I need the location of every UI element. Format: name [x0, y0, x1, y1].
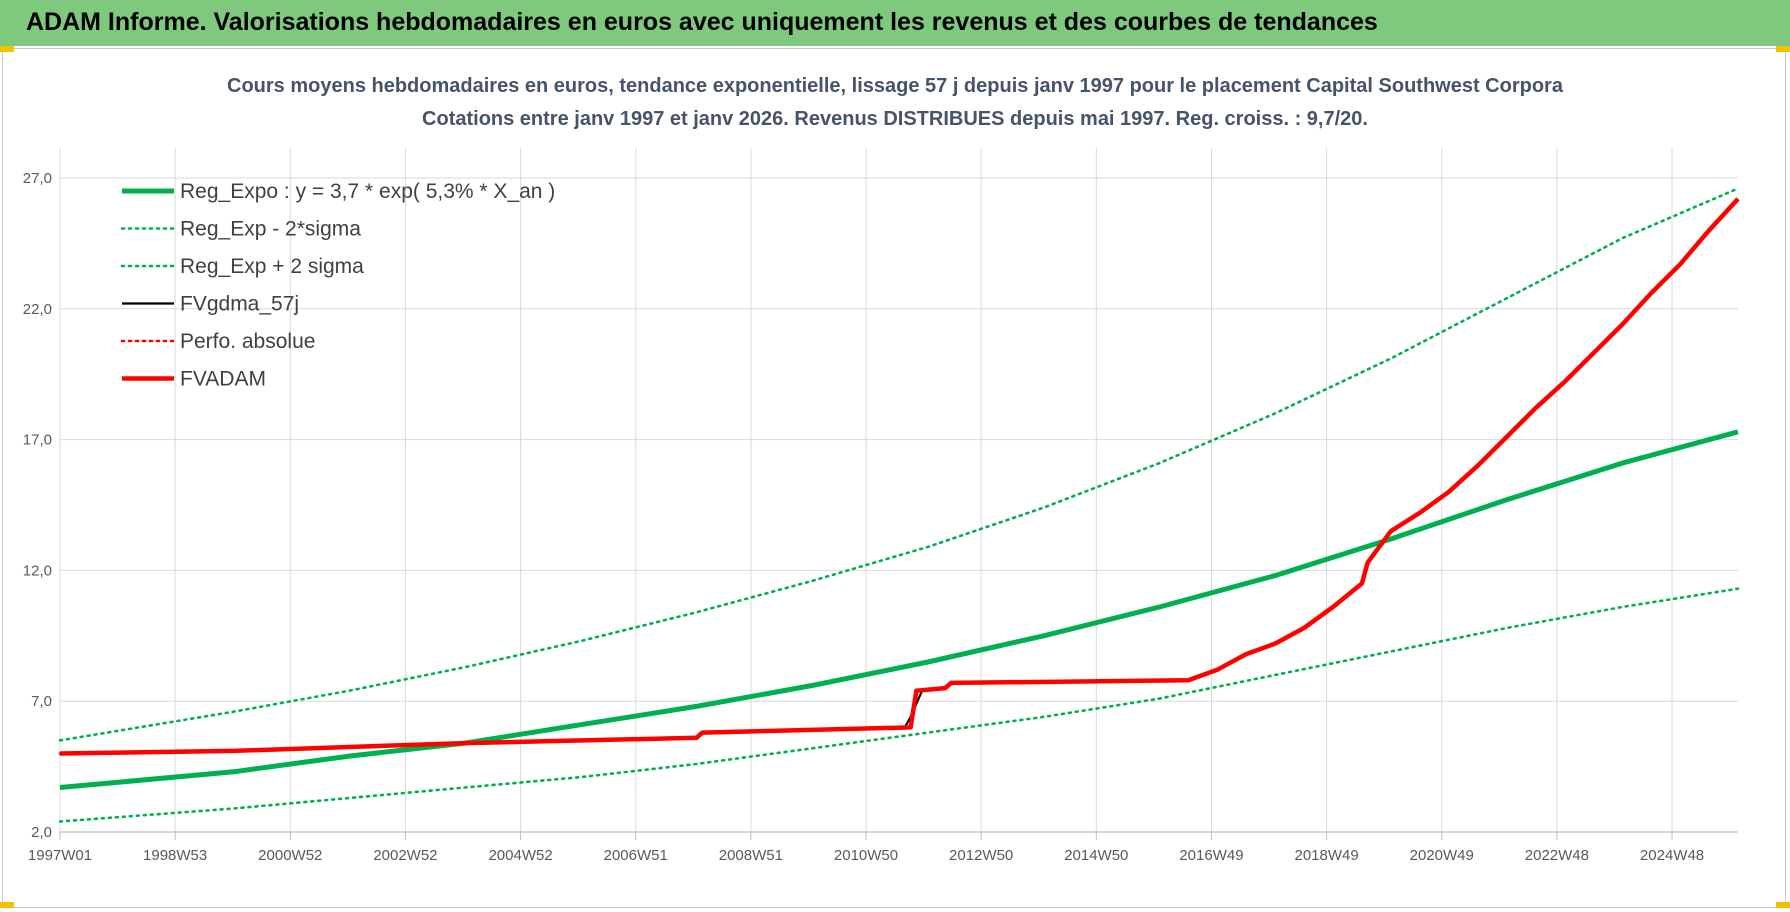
y-tick-label: 22,0 — [23, 301, 52, 318]
legend-label: Reg_Exp + 2 sigma — [180, 255, 364, 278]
report-banner: ADAM Informe. Valorisations hebdomadaire… — [0, 0, 1790, 46]
x-tick-label: 2018W49 — [1294, 847, 1358, 864]
y-tick-label: 17,0 — [23, 432, 52, 449]
x-tick-label: 2016W49 — [1179, 847, 1243, 864]
fvadam-line — [59, 197, 1740, 756]
legend-label: FVADAM — [180, 368, 266, 391]
x-tick-label: 2006W51 — [604, 847, 668, 864]
reg-expo-line — [59, 429, 1739, 790]
chart-axes: 2,0 7,0 12,0 17,0 22,0 27,0 1997W01 1998W53 2000… — [23, 170, 1738, 864]
frame-corner-marker — [1776, 902, 1790, 908]
x-tick-label: 2002W52 — [373, 847, 437, 864]
frame-corner-marker — [0, 902, 14, 908]
y-tick-label: 27,0 — [23, 170, 52, 187]
x-tick-label: 2024W48 — [1640, 847, 1704, 864]
legend-label: Reg_Exp - 2*sigma — [180, 218, 361, 241]
legend-label: FVgdma_57j — [180, 293, 299, 316]
y-tick-label: 2,0 — [31, 824, 52, 841]
chart-title: Cours moyens hebdomadaires en euros, ten… — [227, 75, 1564, 97]
x-tick-label: 2010W50 — [834, 847, 898, 864]
x-tick-label: 2004W52 — [488, 847, 552, 864]
chart-series — [58, 187, 1740, 823]
chart-subtitle: Cotations entre janv 1997 et janv 2026. … — [422, 108, 1368, 130]
legend-label: Perfo. absolue — [180, 330, 315, 353]
chart-legend: Reg_Expo : y = 3,7 * exp( 5,3% * X_an ) R… — [120, 180, 555, 391]
report-title: ADAM Informe. Valorisations hebdomadaire… — [26, 8, 1378, 36]
x-tick-label: 2000W52 — [258, 847, 322, 864]
legend-label: Reg_Expo : y = 3,7 * exp( 5,3% * X_an ) — [180, 180, 555, 203]
x-tick-label: 2020W49 — [1410, 847, 1474, 864]
frame-corner-marker — [1776, 46, 1790, 52]
y-tick-label: 7,0 — [31, 693, 52, 710]
x-tick-label: 2014W50 — [1064, 847, 1128, 864]
x-tick-label: 2008W51 — [719, 847, 783, 864]
frame-corner-marker — [0, 46, 14, 52]
reg-plus-2sigma-line — [58, 187, 1740, 742]
y-tick-label: 12,0 — [23, 562, 52, 579]
x-tick-label: 1997W01 — [28, 847, 92, 864]
x-tick-label: 2022W48 — [1525, 847, 1589, 864]
x-tick-label: 1998W53 — [143, 847, 207, 864]
x-tick-label: 2012W50 — [949, 847, 1013, 864]
reg-minus-2sigma-line — [58, 587, 1740, 823]
